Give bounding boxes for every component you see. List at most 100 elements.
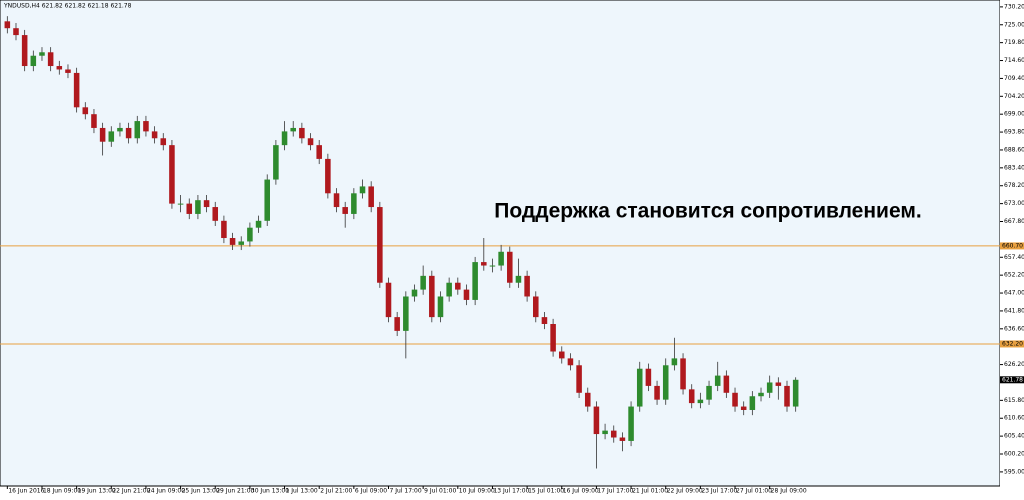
candle-body [593,406,600,435]
x-tick-label: 9 Jul 01:00 [424,488,456,495]
candle-body [186,203,193,214]
y-tick-label: 699.00 [1004,111,1024,118]
chart-header: YNDUSD,H4 621.82 621.82 621.18 621.78 [3,3,132,10]
y-tick-label: 636.60 [1004,325,1024,332]
candle-body [645,368,652,386]
price-tag-label: 632.20 [1002,340,1023,347]
x-tick-label: 13 Jul 17:00 [493,488,529,495]
candle-body [584,392,591,407]
candle-body [39,52,45,56]
y-tick-label: 714.60 [1004,57,1024,64]
y-tick-label: 610.60 [1004,415,1024,422]
candle-body [455,282,461,290]
candle-body [732,392,738,407]
candle-body [65,69,71,73]
candle-body [411,289,418,297]
x-tick-label: 1 Jul 13:00 [286,488,318,495]
candle-body [108,131,115,142]
price-tag-label: 660.70 [1002,242,1023,249]
candle-body [472,262,478,300]
y-tick-label: 641.80 [1004,307,1024,314]
candle-body [636,368,643,407]
x-tick-label: 29 Jun 21:00 [216,488,254,495]
candle-body [385,282,392,318]
candle-body [377,207,383,283]
candle-body [333,193,340,208]
candle-body [316,145,322,159]
candle-body [766,382,773,393]
candle-body [394,317,400,331]
candle-body [264,179,270,221]
candle-body [273,145,279,180]
candle-body [749,396,756,410]
candle-body [82,107,89,115]
candle-body [567,358,574,366]
candle-body [463,289,470,300]
candle-body [688,389,695,404]
candle-body [134,121,141,139]
candle-body [247,227,253,242]
candle-body [21,35,28,67]
x-tick-label: 16 Jun 2016 [8,488,44,495]
candle-body [30,55,37,67]
candle-body [47,52,54,67]
candle-body [56,66,63,70]
candle-body [195,200,201,214]
candle-body [758,392,764,397]
x-tick-label: 28 Jul 09:00 [771,488,807,495]
candle-body [706,385,712,400]
candle-body [740,406,747,410]
x-tick-label: 10 Jul 09:00 [459,488,495,495]
candle-body [662,365,669,400]
current-price-tag [1000,376,1024,384]
candle-body [792,379,799,407]
y-tick-label: 605.40 [1004,433,1024,440]
y-tick-label: 730.20 [1004,3,1024,10]
price-tag [1000,340,1024,348]
x-tick-label: 16 Jul 09:00 [563,488,599,495]
candle-body [446,282,452,297]
price-tag [1000,242,1024,250]
x-tick-label: 6 Jul 09:00 [355,488,387,495]
candle-body [775,382,782,386]
candle-body [507,251,513,283]
x-tick-label: 15 Jul 01:00 [528,488,564,495]
candle-body [524,275,530,297]
x-tick-label: 2 Jul 21:00 [320,488,352,495]
candle-body [784,385,790,407]
candle-body [125,127,132,139]
candle-body [73,72,80,108]
x-tick-label: 23 Jul 17:00 [701,488,737,495]
x-tick-label: 7 Jul 17:00 [390,488,422,495]
candle-body [558,351,565,359]
annotation: Поддержка становится сопротивлением. [494,200,921,223]
candle-body [160,138,167,146]
candle-body [515,275,522,283]
candle-body [671,358,678,366]
candle-body [654,385,660,400]
candle-body [238,241,245,245]
y-tick-label: 652.20 [1004,272,1024,279]
candle-body [229,238,236,245]
y-tick-label: 667.80 [1004,218,1024,225]
candle-body [117,127,123,132]
current-price-label: 621.78 [1002,376,1023,383]
candle-body [359,186,366,194]
candle-body [351,193,357,214]
x-tick-label: 25 Jun 13:00 [182,488,220,495]
y-tick-label: 725.00 [1004,21,1024,28]
x-tick-label: 18 Jun 09:00 [43,488,81,495]
candle-body [99,127,106,142]
candle-body [723,375,730,393]
candle-body [533,296,539,318]
candle-body [281,131,288,146]
y-tick-label: 678.20 [1004,182,1024,189]
y-tick-label: 615.80 [1004,397,1024,404]
y-tick-label: 693.80 [1004,129,1024,136]
candle-body [429,275,435,318]
candle-body [325,158,331,194]
candle-body [203,200,210,208]
plot-area [0,0,1001,487]
candle-body [4,21,11,29]
